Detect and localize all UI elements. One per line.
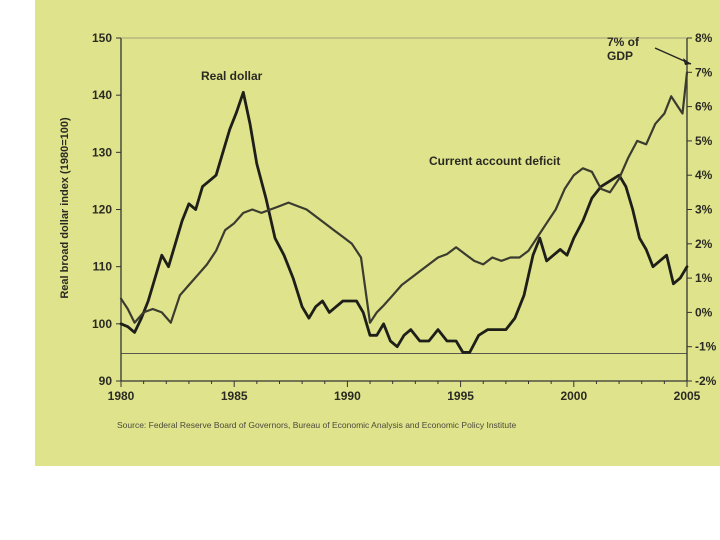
y-axis-label: Real broad dollar index (1980=100) <box>59 117 71 299</box>
annotation-real-dollar: Real dollar <box>201 69 263 83</box>
annotation-layer: Real dollar Current account deficit 7% o… <box>201 35 692 168</box>
left-tick-label: 110 <box>93 260 113 274</box>
x-tick-label: 2005 <box>674 389 701 403</box>
series-real-dollar <box>119 90 689 354</box>
right-tick-label: 3% <box>695 203 713 217</box>
left-tick-label: 130 <box>92 145 112 159</box>
x-tick-label: 2000 <box>560 389 587 403</box>
x-tick-label: 1980 <box>108 389 135 403</box>
annotation-7pct-line1: 7% of <box>607 35 640 49</box>
right-tick-label: 1% <box>695 271 713 285</box>
right-tick-label: -2% <box>695 374 717 388</box>
slide-photo: 150 140 130 120 110 100 90 8% 7% 6% 5% 4% 3% 2% 1% 0% -… <box>35 0 720 466</box>
left-tick-label: 100 <box>92 317 112 331</box>
x-axis: 1980 1985 1990 1995 2000 2005 <box>108 381 701 403</box>
chart-frame <box>120 37 688 382</box>
left-tick-label: 90 <box>99 374 113 388</box>
right-tick-label: 5% <box>695 134 713 148</box>
series-current-account-deficit <box>119 71 689 324</box>
x-tick-label: 1995 <box>447 389 474 403</box>
left-tick-label: 150 <box>92 31 112 45</box>
x-tick-label: 1985 <box>221 389 248 403</box>
right-tick-label: 0% <box>695 305 713 319</box>
right-tick-label: 6% <box>695 100 713 114</box>
annotation-7pct-line2: GDP <box>607 49 633 63</box>
left-tick-label: 140 <box>92 88 112 102</box>
right-axis: 8% 7% 6% 5% 4% 3% 2% 1% 0% -1% -2% <box>687 31 717 388</box>
annotation-arrowhead <box>683 58 691 65</box>
annotation-current-account-deficit: Current account deficit <box>429 154 560 168</box>
right-tick-label: -1% <box>695 340 717 354</box>
right-tick-label: 4% <box>695 168 713 182</box>
left-tick-label: 120 <box>92 203 112 217</box>
series-layer <box>119 71 689 354</box>
right-tick-label: 8% <box>695 31 713 45</box>
source-note: Source: Federal Reserve Board of Governo… <box>117 420 516 430</box>
x-tick-label: 1990 <box>334 389 361 403</box>
right-tick-label: 7% <box>695 65 713 79</box>
left-axis: 150 140 130 120 110 100 90 <box>92 31 121 388</box>
right-tick-label: 2% <box>695 237 713 251</box>
dollar-deficit-chart: 150 140 130 120 110 100 90 8% 7% 6% 5% 4% 3% 2% 1% 0% -… <box>59 31 717 430</box>
